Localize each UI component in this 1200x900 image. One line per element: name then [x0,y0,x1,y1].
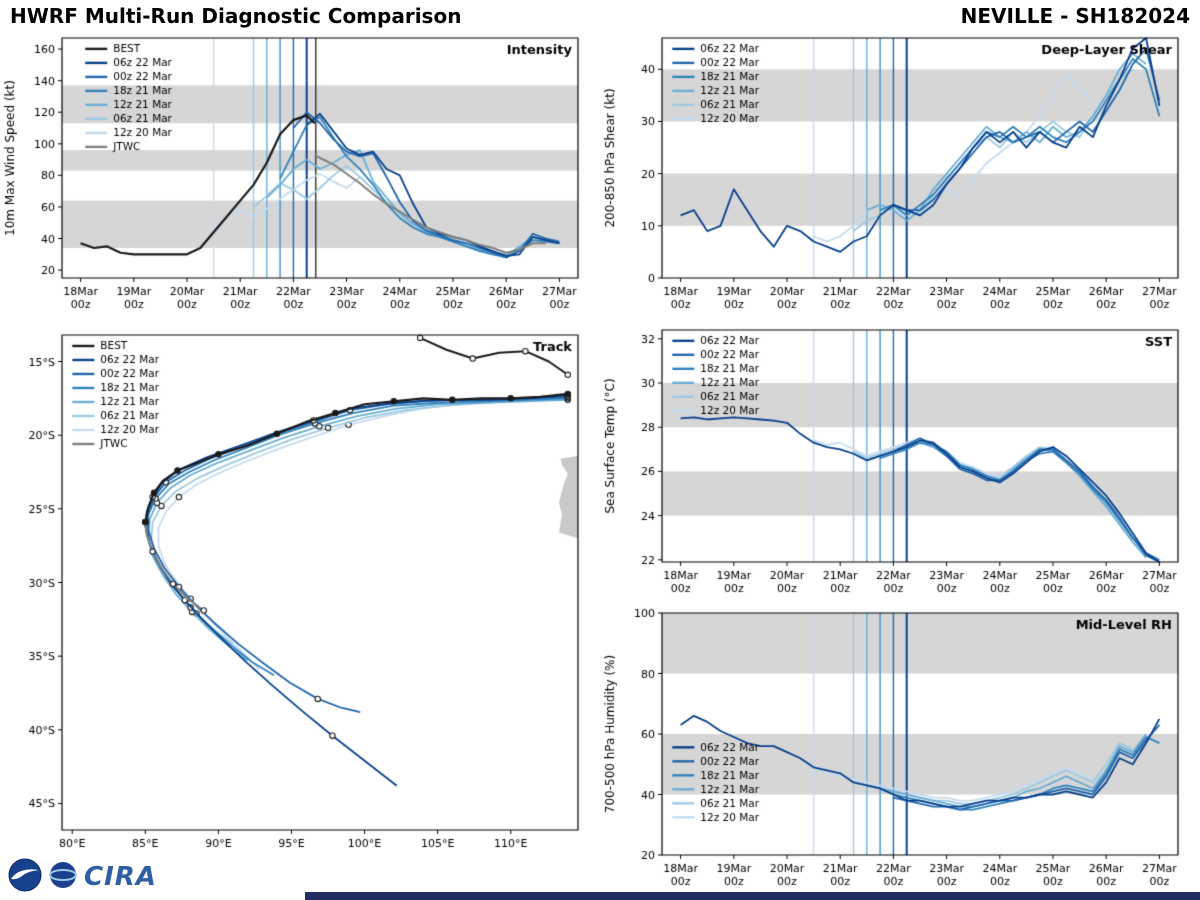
noaa-logo-icon [8,858,42,896]
logo-row: CIRA [8,858,157,896]
cira-globe-icon [48,860,78,894]
sst-chart [600,322,1200,606]
page-title: HWRF Multi-Run Diagnostic Comparison [10,4,462,28]
rh-chart [600,605,1200,900]
sst-panel [600,322,1200,606]
track-chart [0,325,600,870]
cira-logo: CIRA [84,862,157,892]
track-panel [0,325,600,870]
intensity-chart [0,30,600,322]
shear-chart [600,30,1200,322]
rh-panel [600,605,1200,900]
footer-bar [305,892,1200,900]
intensity-panel [0,30,600,322]
shear-panel [600,30,1200,322]
storm-title: NEVILLE - SH182024 [960,4,1190,28]
